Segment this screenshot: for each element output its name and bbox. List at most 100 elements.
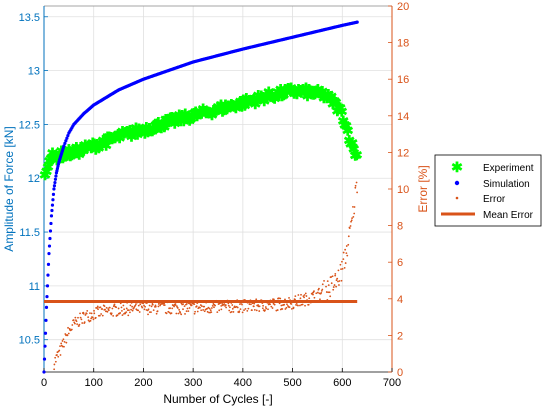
experiment-point: ✱ bbox=[339, 117, 351, 133]
error-point bbox=[326, 280, 329, 283]
experiment-point: ✱ bbox=[193, 106, 205, 122]
error-point bbox=[205, 301, 208, 304]
experiment-point: ✱ bbox=[272, 84, 284, 100]
error-point bbox=[167, 310, 170, 313]
error-point bbox=[158, 301, 161, 304]
experiment-point: ✱ bbox=[322, 87, 334, 103]
experiment-point: ✱ bbox=[264, 88, 276, 104]
error-point bbox=[333, 284, 336, 286]
error-point bbox=[351, 217, 353, 220]
error-point bbox=[303, 294, 306, 296]
error-point bbox=[337, 280, 339, 283]
error-point bbox=[338, 284, 340, 286]
error-point bbox=[175, 312, 178, 315]
simulation-point bbox=[54, 174, 58, 178]
experiment-point: ✱ bbox=[320, 87, 332, 103]
error-point bbox=[123, 308, 126, 311]
experiment-point: ✱ bbox=[308, 87, 320, 103]
error-point bbox=[54, 356, 57, 359]
error-point bbox=[313, 296, 316, 299]
experiment-point: ✱ bbox=[142, 124, 154, 140]
error-point bbox=[101, 314, 104, 317]
experiment-point: ✱ bbox=[279, 81, 291, 97]
experiment-point: ✱ bbox=[229, 99, 241, 115]
error-point bbox=[248, 301, 251, 304]
error-point bbox=[344, 248, 347, 251]
error-point bbox=[278, 302, 281, 305]
experiment-point: ✱ bbox=[202, 104, 214, 120]
series-layer: ✱✱✱✱✱✱✱✱✱✱✱✱✱✱✱✱✱✱✱✱✱✱✱✱✱✱✱✱✱✱✱✱✱✱✱✱✱✱✱✱… bbox=[39, 20, 363, 374]
left-tick-label: 10.5 bbox=[19, 335, 40, 347]
experiment-point: ✱ bbox=[199, 103, 211, 119]
error-point bbox=[121, 314, 124, 317]
experiment-point: ✱ bbox=[164, 110, 176, 126]
error-point bbox=[89, 319, 92, 322]
error-point bbox=[214, 304, 217, 307]
error-point bbox=[297, 294, 300, 296]
simulation-point bbox=[48, 229, 53, 233]
experiment-point: ✱ bbox=[151, 116, 163, 132]
experiment-point: ✱ bbox=[121, 123, 133, 139]
experiment-point: ✱ bbox=[88, 136, 100, 152]
experiment-point: ✱ bbox=[240, 90, 252, 106]
error-point bbox=[145, 302, 148, 305]
experiment-point: ✱ bbox=[305, 83, 317, 99]
error-point bbox=[329, 295, 332, 298]
error-point bbox=[288, 306, 291, 309]
experiment-point: ✱ bbox=[155, 120, 167, 136]
legend-marker-experiment: ✱ bbox=[451, 159, 463, 175]
experiment-point: ✱ bbox=[118, 125, 130, 141]
error-point bbox=[203, 305, 206, 308]
error-point bbox=[345, 245, 348, 247]
error-point bbox=[241, 311, 244, 314]
error-point bbox=[70, 328, 73, 331]
simulation-point bbox=[50, 203, 55, 207]
experiment-point: ✱ bbox=[317, 84, 329, 100]
experiment-point: ✱ bbox=[129, 125, 141, 141]
error-point bbox=[139, 303, 142, 306]
error-point bbox=[174, 303, 177, 305]
experiment-point: ✱ bbox=[203, 105, 215, 121]
experiment-point: ✱ bbox=[188, 105, 200, 121]
experiment-point: ✱ bbox=[235, 93, 247, 109]
error-point bbox=[301, 303, 304, 306]
experiment-point: ✱ bbox=[237, 92, 249, 108]
experiment-point: ✱ bbox=[102, 129, 114, 145]
left-tick-label: 11.5 bbox=[19, 227, 40, 239]
error-point bbox=[97, 308, 99, 311]
error-point bbox=[249, 299, 252, 302]
error-point bbox=[108, 306, 111, 309]
experiment-point: ✱ bbox=[141, 119, 153, 135]
error-point bbox=[79, 312, 81, 315]
simulation-point bbox=[44, 318, 48, 322]
experiment-point: ✱ bbox=[100, 138, 112, 154]
experiment-point: ✱ bbox=[97, 133, 109, 149]
error-point bbox=[127, 314, 130, 317]
error-point bbox=[79, 316, 82, 319]
error-point bbox=[354, 186, 357, 189]
experiment-point: ✱ bbox=[184, 113, 196, 129]
error-point bbox=[60, 342, 63, 345]
error-point bbox=[121, 309, 123, 312]
experiment-point: ✱ bbox=[263, 84, 275, 100]
experiment-point: ✱ bbox=[175, 113, 187, 129]
experiment-point: ✱ bbox=[173, 107, 185, 123]
error-point bbox=[104, 308, 106, 311]
right-tick-label: 0 bbox=[397, 367, 403, 379]
experiment-point: ✱ bbox=[227, 97, 239, 113]
right-tick-label: 14 bbox=[397, 111, 409, 123]
error-point bbox=[323, 279, 325, 282]
error-point bbox=[193, 303, 196, 306]
experiment-point: ✱ bbox=[294, 82, 306, 98]
simulation-point bbox=[62, 144, 66, 148]
error-point bbox=[138, 301, 141, 304]
error-point bbox=[202, 309, 205, 311]
experiment-point: ✱ bbox=[243, 92, 255, 108]
legend-item-error: Error bbox=[455, 194, 506, 205]
left-tick-label: 12 bbox=[28, 173, 40, 185]
error-point bbox=[299, 297, 302, 300]
error-point bbox=[63, 340, 66, 343]
error-point bbox=[119, 302, 122, 305]
error-point bbox=[144, 305, 146, 308]
error-point bbox=[338, 280, 341, 282]
